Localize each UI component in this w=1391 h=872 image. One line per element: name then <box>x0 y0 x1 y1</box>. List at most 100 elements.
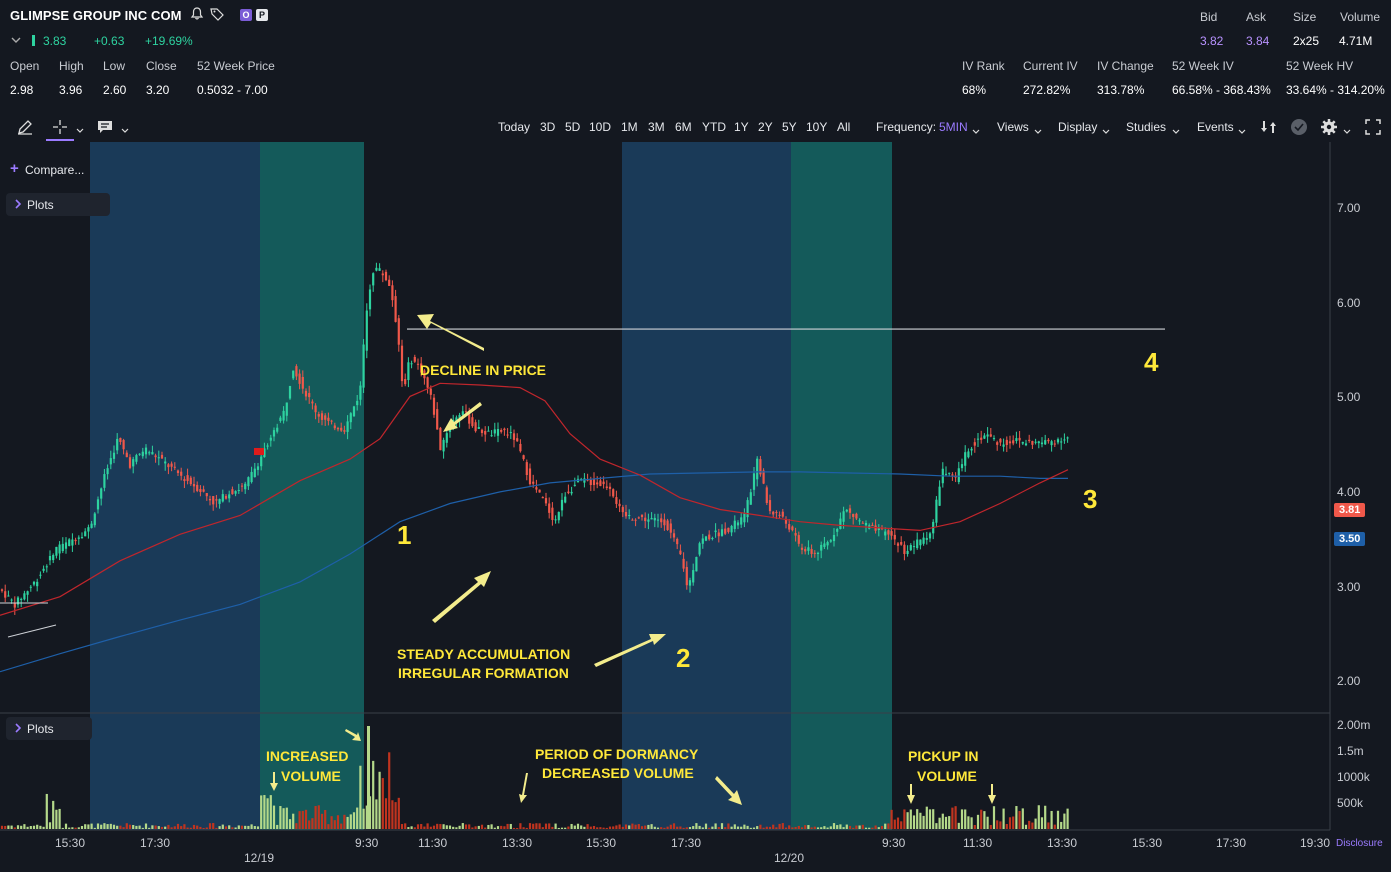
frequency-select[interactable]: 5MIN <box>939 120 968 134</box>
candle-body <box>311 401 314 404</box>
studies-chevron-icon[interactable] <box>1172 123 1180 141</box>
range-6m[interactable]: 6M <box>675 120 692 134</box>
events-menu[interactable]: Events <box>1197 120 1234 134</box>
volume-bar-107 <box>343 814 346 829</box>
volume-bar-310 <box>992 806 996 829</box>
range-today[interactable]: Today <box>498 120 531 134</box>
candle-253 <box>810 544 813 558</box>
candle-body <box>810 548 813 554</box>
comment-dropdown-icon[interactable] <box>121 122 129 140</box>
disclosure-link[interactable]: Disclosure <box>1336 838 1383 849</box>
current-iv-value: 272.82% <box>1023 83 1071 97</box>
volume-bar-31 <box>100 824 103 829</box>
candle-body <box>871 524 874 526</box>
candle-body <box>973 442 976 446</box>
symbol-title: GLIMPSE GROUP INC COM O P <box>10 7 268 23</box>
candle-257 <box>823 536 826 550</box>
volume-bar-174 <box>557 827 560 829</box>
range-5d[interactable]: 5D <box>565 120 581 134</box>
volume-bar-202 <box>647 824 650 829</box>
volume-bar-330 <box>1056 810 1060 829</box>
iv-rank-value: 68% <box>962 83 987 97</box>
events-chevron-icon[interactable] <box>1238 123 1246 141</box>
tag-icon[interactable] <box>210 7 224 24</box>
time-tick-1530: 15:30 <box>55 836 86 850</box>
candle-body <box>1044 440 1047 445</box>
range-3d[interactable]: 3D <box>540 120 556 134</box>
sync-check-icon[interactable] <box>1290 118 1308 141</box>
band-premarket-1219 <box>90 142 260 830</box>
settings-chevron-icon[interactable] <box>1343 123 1351 141</box>
range-10d[interactable]: 10D <box>589 120 612 134</box>
candle-309 <box>989 428 992 438</box>
gear-icon[interactable] <box>1320 118 1338 141</box>
volume-bar-317 <box>1015 806 1018 829</box>
comment-icon[interactable] <box>96 118 114 141</box>
volume-bar-146 <box>468 824 471 829</box>
event-flag-marker[interactable] <box>254 448 264 455</box>
bell-icon[interactable] <box>190 7 204 24</box>
candle-body <box>61 543 64 552</box>
candle-body <box>887 530 890 535</box>
volume-bar-168 <box>538 823 541 829</box>
views-menu[interactable]: Views <box>997 120 1029 134</box>
fullscreen-icon[interactable] <box>1364 118 1382 141</box>
annotation-increased: INCREASED <box>266 748 349 764</box>
candle-body <box>420 363 423 373</box>
volume-bar-264 <box>845 824 848 829</box>
candle-body <box>144 447 148 455</box>
band-premarket-1220 <box>622 142 791 830</box>
plots-button-upper[interactable]: Plots <box>6 193 110 216</box>
range-ytd[interactable]: YTD <box>702 120 726 134</box>
volume-bar-295 <box>944 816 948 829</box>
range-2y[interactable]: 2Y <box>758 120 773 134</box>
candle-276 <box>884 527 887 541</box>
swap-icon[interactable] <box>1260 119 1276 140</box>
range-10y[interactable]: 10Y <box>806 120 828 134</box>
volume-bar-170 <box>544 823 548 829</box>
volume-bar-284 <box>909 809 912 829</box>
candle-313 <box>1002 438 1005 452</box>
display-menu[interactable]: Display <box>1058 120 1098 134</box>
compare-button[interactable]: Compare... <box>25 163 85 177</box>
candle-195 <box>624 504 628 519</box>
studies-menu[interactable]: Studies <box>1126 120 1167 134</box>
volume-bar-313 <box>1002 808 1005 829</box>
candle-73 <box>234 490 237 497</box>
candle-299 <box>957 461 960 485</box>
display-chevron-icon[interactable] <box>1102 123 1110 141</box>
candle-body <box>903 544 906 555</box>
candle-body <box>893 534 896 540</box>
candle-body <box>660 518 663 523</box>
candle-body <box>983 435 986 439</box>
volume-bar-159 <box>509 823 512 829</box>
candle-body <box>93 513 96 526</box>
crosshair-dropdown-icon[interactable] <box>76 122 84 140</box>
range-1y[interactable]: 1Y <box>734 120 749 134</box>
candle-178 <box>570 486 573 496</box>
candle-body <box>13 603 16 608</box>
candle-214 <box>685 561 688 590</box>
volume-bar-172 <box>551 826 554 829</box>
range-5y[interactable]: 5Y <box>782 120 797 134</box>
crosshair-icon[interactable] <box>50 118 70 141</box>
candle-body <box>877 527 880 531</box>
views-chevron-icon[interactable] <box>1034 123 1042 141</box>
compare-plus-icon[interactable]: + <box>10 160 19 177</box>
range-all[interactable]: All <box>837 120 851 134</box>
candle-body <box>112 452 116 459</box>
draw-pencil-icon[interactable] <box>16 118 34 141</box>
candle-159 <box>509 425 512 440</box>
plots-button-lower[interactable]: Plots <box>6 717 92 740</box>
collapse-chevron-icon[interactable] <box>10 33 22 51</box>
range-1m[interactable]: 1M <box>621 120 638 134</box>
candle-body <box>775 512 778 514</box>
candle-200 <box>640 514 644 521</box>
volume-bar-309 <box>989 824 992 829</box>
candle-body <box>861 522 864 524</box>
candle-body <box>855 513 858 519</box>
frequency-chevron-icon[interactable] <box>972 123 980 141</box>
range-3m[interactable]: 3M <box>648 120 665 134</box>
candle-body <box>490 435 493 437</box>
